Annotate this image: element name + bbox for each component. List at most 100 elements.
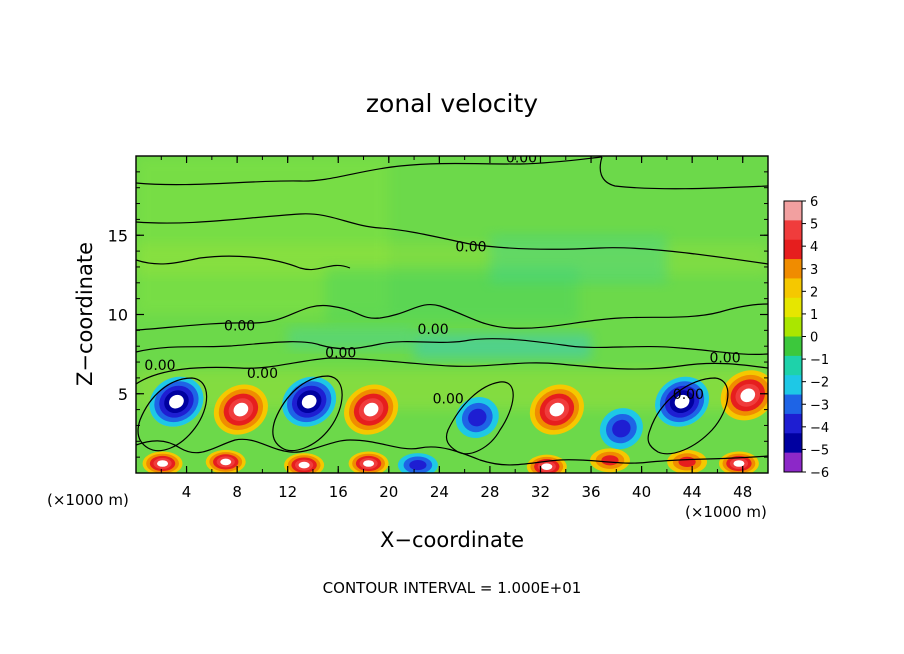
colorbar-swatch bbox=[784, 413, 802, 434]
colorbar-swatch bbox=[784, 375, 802, 396]
eddy-ring bbox=[233, 402, 249, 417]
colorbar-swatch bbox=[784, 201, 802, 221]
eddy-ring bbox=[674, 394, 690, 409]
x-tick-label: 20 bbox=[379, 483, 398, 501]
contour-label: 0.00 bbox=[433, 392, 464, 408]
y-axis-label: Z−coordinate bbox=[73, 242, 97, 386]
contour-line bbox=[137, 377, 208, 452]
contour-line bbox=[136, 338, 768, 355]
colorbar-swatch bbox=[784, 278, 802, 299]
background-band bbox=[489, 235, 667, 283]
positive-eddy bbox=[284, 453, 325, 473]
x-tick-label: 32 bbox=[531, 483, 550, 501]
colorbar-label: 3 bbox=[810, 263, 818, 278]
colorbar-label: 0 bbox=[810, 331, 818, 346]
eddy-ring bbox=[733, 460, 745, 467]
plot-area: 0.00 0.00 0.00 0.00 0.00 0.00 0.00 0.00 0.00 0.00 bbox=[136, 151, 768, 473]
contour-line bbox=[136, 357, 768, 385]
background-bands bbox=[136, 156, 768, 410]
contour-label: 0.00 bbox=[673, 387, 704, 403]
positive-eddy bbox=[348, 451, 389, 473]
eddy-ring bbox=[740, 388, 756, 403]
eddy-ring bbox=[298, 461, 310, 469]
negative-eddy bbox=[599, 408, 643, 450]
colorbar-swatch bbox=[784, 433, 802, 454]
colorbar-swatch bbox=[784, 317, 802, 337]
eddy-ring bbox=[220, 458, 232, 466]
eddy-ring bbox=[541, 463, 553, 470]
eddy-ring bbox=[468, 408, 487, 427]
contour-line bbox=[136, 303, 768, 331]
x-axis: 4 8 12 16 20 24 28 32 36 40 44 48 bbox=[135, 156, 769, 501]
contour-line bbox=[136, 438, 768, 466]
colorbar-label: −2 bbox=[810, 376, 829, 391]
colorbar-swatch bbox=[784, 220, 802, 241]
contour-line bbox=[136, 255, 351, 271]
colorbar-label: 5 bbox=[810, 218, 818, 233]
contour-line bbox=[599, 156, 768, 190]
contour-interval-note: CONTOUR INTERVAL = 1.000E+01 bbox=[323, 579, 582, 597]
x-tick-label: 16 bbox=[329, 483, 348, 501]
colorbar-swatch bbox=[784, 394, 802, 415]
eddy-ring bbox=[678, 456, 696, 468]
x-tick-label: 28 bbox=[480, 483, 499, 501]
positive-eddy bbox=[344, 384, 399, 435]
wave-blobs bbox=[142, 370, 768, 473]
colorbar-swatch bbox=[784, 355, 802, 376]
x-axis-label: X−coordinate bbox=[380, 528, 524, 552]
colorbar-label: 1 bbox=[810, 308, 818, 323]
colorbar-swatch bbox=[784, 452, 802, 473]
contour-line bbox=[647, 377, 729, 455]
negative-eddy bbox=[397, 453, 438, 473]
positive-eddy bbox=[205, 449, 246, 473]
x-tick-label: 44 bbox=[683, 483, 702, 501]
chart-title: zonal velocity bbox=[366, 89, 538, 118]
positive-eddy bbox=[590, 448, 630, 473]
colorbar-label: 2 bbox=[810, 285, 818, 300]
contour-lines bbox=[136, 156, 768, 466]
colorbar-label: 6 bbox=[810, 195, 818, 210]
positive-eddy bbox=[142, 451, 183, 473]
colorbar-label: −6 bbox=[810, 466, 829, 481]
positive-eddy bbox=[529, 384, 584, 435]
x-tick-label: 36 bbox=[581, 483, 600, 501]
eddy-ring bbox=[169, 394, 184, 409]
contour-line bbox=[272, 375, 343, 452]
x-tick-label: 48 bbox=[733, 483, 752, 501]
eddy-ring bbox=[363, 460, 375, 467]
x-tick-label: 4 bbox=[182, 483, 192, 501]
contour-label: 0.00 bbox=[417, 322, 448, 338]
contour-label: 0.00 bbox=[247, 366, 278, 382]
colorbar-swatch bbox=[784, 336, 802, 357]
contour-label: 0.00 bbox=[455, 239, 486, 255]
contour-line bbox=[136, 213, 768, 265]
contour-label: 0.00 bbox=[144, 358, 175, 374]
eddy-ring bbox=[409, 459, 427, 471]
eddy-ring bbox=[549, 402, 565, 417]
y-tick-label: 10 bbox=[108, 306, 128, 325]
colorbar-swatch bbox=[784, 259, 802, 279]
colorbar-label: 4 bbox=[810, 240, 818, 255]
colorbar-label: −1 bbox=[810, 353, 829, 368]
positive-eddy bbox=[667, 449, 708, 473]
contour-label: 0.00 bbox=[709, 350, 740, 366]
negative-eddy bbox=[455, 397, 499, 439]
eddy-ring bbox=[601, 455, 619, 466]
eddy-ring bbox=[363, 402, 379, 417]
contour-line bbox=[445, 381, 514, 455]
colorbar-label: −5 bbox=[810, 443, 829, 458]
x-unit-left: (×1000 m) bbox=[47, 491, 129, 509]
contour-labels: 0.00 0.00 0.00 0.00 0.00 0.00 0.00 0.00 0.00 0.00 bbox=[144, 151, 740, 408]
contour-label: 0.00 bbox=[506, 151, 537, 167]
colorbar-label: −3 bbox=[810, 398, 829, 413]
eddy-ring bbox=[612, 419, 631, 438]
y-tick-label: 5 bbox=[118, 385, 128, 404]
y-tick-label: 15 bbox=[108, 226, 128, 245]
positive-eddy bbox=[526, 454, 567, 473]
x-unit-right: (×1000 m) bbox=[685, 503, 767, 521]
contour-label: 0.00 bbox=[224, 319, 255, 335]
x-tick-label: 8 bbox=[232, 483, 242, 501]
x-tick-label: 12 bbox=[278, 483, 297, 501]
